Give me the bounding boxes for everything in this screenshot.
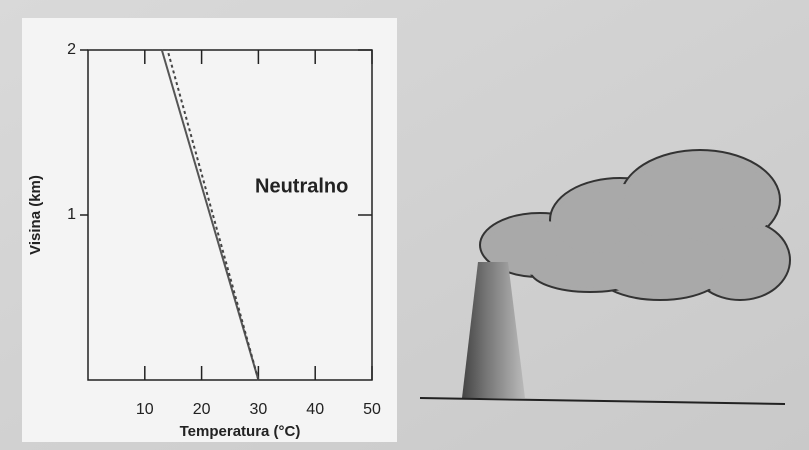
x-tick-label: 30 (250, 401, 268, 418)
x-tick-label: 20 (193, 401, 211, 418)
y-tick-label: 1 (67, 206, 76, 223)
y-axis-label: Visina (km) (27, 175, 44, 255)
chart-panel (22, 18, 397, 442)
annotation: Neutralno (255, 175, 348, 197)
chart: Neutralno Temperatura (°C) Visina (km) 1… (27, 41, 381, 440)
y-tick-label: 2 (67, 41, 76, 58)
x-tick-label: 50 (363, 401, 381, 418)
x-tick-label: 40 (306, 401, 324, 418)
plume-illustration (419, 149, 791, 405)
profile-line (160, 49, 260, 381)
x-axis-label: Temperatura (°C) (180, 423, 301, 440)
x-tick-label: 10 (136, 401, 154, 418)
